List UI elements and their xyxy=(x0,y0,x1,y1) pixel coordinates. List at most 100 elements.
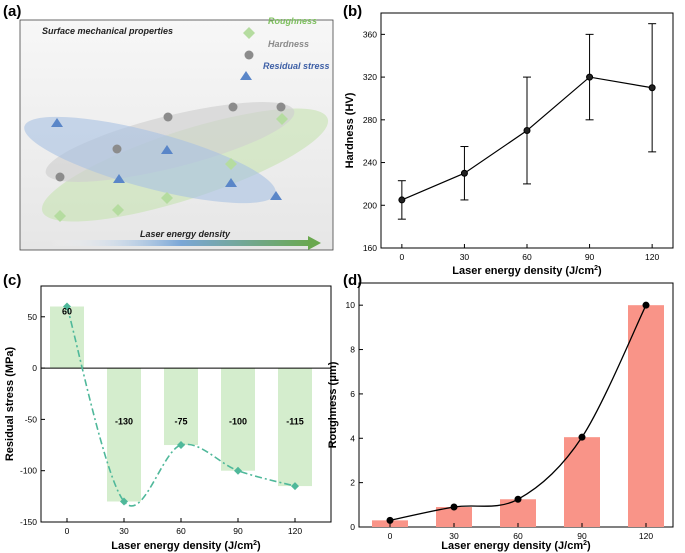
x-tick-label: 60 xyxy=(522,252,532,262)
data-point xyxy=(523,127,531,134)
stress-marker xyxy=(113,174,125,183)
bar xyxy=(278,368,312,487)
data-point xyxy=(648,84,656,92)
stress-marker xyxy=(270,191,282,200)
data-point xyxy=(460,169,468,177)
bar-value-label: -115 xyxy=(286,417,304,427)
energy-arrow-head-icon xyxy=(308,236,321,250)
y-tick-label: 0 xyxy=(350,522,355,532)
y-tick-label: 280 xyxy=(363,115,377,125)
y-tick-label: -100 xyxy=(20,466,37,476)
roughness-markers xyxy=(54,113,288,222)
bar xyxy=(164,368,198,446)
y-axis-title: Residual stress (MPa) xyxy=(4,347,16,462)
residual-stress-ellipse xyxy=(24,116,276,204)
x-tick-label: 90 xyxy=(577,531,587,541)
data-point xyxy=(234,466,242,475)
data-point xyxy=(386,516,394,524)
x-tick-label: 0 xyxy=(388,531,393,541)
y-tick-label: 160 xyxy=(363,243,377,253)
schematic-title: Surface mechanical properties xyxy=(42,26,173,36)
stress-curve xyxy=(66,306,296,507)
panel-a-label: (a) xyxy=(3,3,21,20)
y-tick-label: -150 xyxy=(20,517,37,527)
y-tick-label: 360 xyxy=(363,29,377,39)
y-tick-label: 4 xyxy=(350,433,355,443)
roughness-marker xyxy=(112,204,124,216)
x-tick-label: 120 xyxy=(645,252,659,262)
panel-c-label: (c) xyxy=(3,272,21,289)
data-point xyxy=(177,441,185,450)
data-point xyxy=(642,301,650,309)
roughness-marker xyxy=(161,192,173,204)
data-point xyxy=(514,495,522,503)
roughness-curve xyxy=(389,304,647,521)
x-axis-title: Laser energy density (J/cm2) xyxy=(441,540,591,552)
panel-c-residual-stress-chart: (c) 0 30 60 90 120 50 0 -50 -100 -150 60 -130 -75 -10… xyxy=(3,272,332,552)
bar-value-label: 60 xyxy=(62,307,72,317)
bar-value-label: -75 xyxy=(174,417,187,427)
energy-arrow-shaft xyxy=(50,240,312,246)
x-tick-label: 0 xyxy=(65,526,70,536)
legend-roughness: Roughness xyxy=(268,16,317,26)
stress-marker xyxy=(225,178,237,187)
data-point xyxy=(291,482,299,491)
y-tick-label: 8 xyxy=(350,345,355,355)
bar-value-label: -130 xyxy=(115,417,133,427)
data-point xyxy=(450,503,458,511)
x-tick-label: 60 xyxy=(176,526,186,536)
legend-circle-icon xyxy=(244,50,254,60)
x-tick-label: 120 xyxy=(288,526,302,536)
x-tick-label: 30 xyxy=(119,526,129,536)
x-tick-label: 60 xyxy=(513,531,523,541)
roughness-marker xyxy=(54,210,66,222)
panel-d-roughness-chart: (d) 0 30 60 90 120 0 2 4 6 8 10 Laser energy densit… xyxy=(327,272,674,552)
bar xyxy=(436,507,472,527)
roughness-marker xyxy=(276,113,288,125)
y-axis-title: Hardness (HV) xyxy=(344,92,356,168)
legend-residual-stress: Residual stress xyxy=(263,61,330,71)
roughness-marker xyxy=(225,158,237,170)
y-tick-label: -50 xyxy=(25,414,38,424)
panel-b-label: (b) xyxy=(343,3,362,20)
panel-a: (a) Surface mechanical properties xyxy=(3,3,334,251)
x-tick-label: 30 xyxy=(449,531,459,541)
y-tick-label: 320 xyxy=(363,72,377,82)
stress-marker xyxy=(51,118,63,127)
bar xyxy=(564,437,600,527)
hardness-marker xyxy=(55,172,65,182)
legend-hardness: Hardness xyxy=(268,39,309,49)
arrow-label: Laser energy density xyxy=(140,229,231,239)
x-tick-label: 90 xyxy=(585,252,595,262)
bar xyxy=(628,305,664,527)
stress-marker xyxy=(161,145,173,154)
data-point xyxy=(398,196,406,204)
bar xyxy=(50,306,84,369)
y-tick-label: 0 xyxy=(32,363,37,373)
y-tick-label: 2 xyxy=(350,478,355,488)
x-tick-label: 0 xyxy=(399,252,404,262)
hardness-marker xyxy=(276,102,286,112)
y-tick-label: 240 xyxy=(363,158,377,168)
y-tick-label: 50 xyxy=(28,312,38,322)
y-tick-label: 200 xyxy=(363,200,377,210)
data-point xyxy=(586,73,594,81)
panel-d-label: (d) xyxy=(343,272,362,289)
plot-frame xyxy=(358,282,674,528)
x-axis-title: Laser energy density (J/cm2) xyxy=(111,540,261,552)
hardness-marker xyxy=(163,112,173,122)
y-tick-label: 10 xyxy=(346,300,356,310)
y-axis-title: Roughness (μm) xyxy=(327,361,339,448)
hardness-marker xyxy=(228,102,238,112)
x-tick-label: 30 xyxy=(460,252,470,262)
bar-value-label: -100 xyxy=(229,417,247,427)
data-point xyxy=(63,302,71,311)
x-tick-label: 120 xyxy=(639,531,653,541)
x-tick-label: 90 xyxy=(233,526,243,536)
y-tick-label: 6 xyxy=(350,389,355,399)
x-axis-title: Laser energy density (J/cm2) xyxy=(452,265,602,277)
bar xyxy=(221,368,255,471)
hardness-markers xyxy=(55,102,286,182)
plot-frame xyxy=(40,285,332,523)
